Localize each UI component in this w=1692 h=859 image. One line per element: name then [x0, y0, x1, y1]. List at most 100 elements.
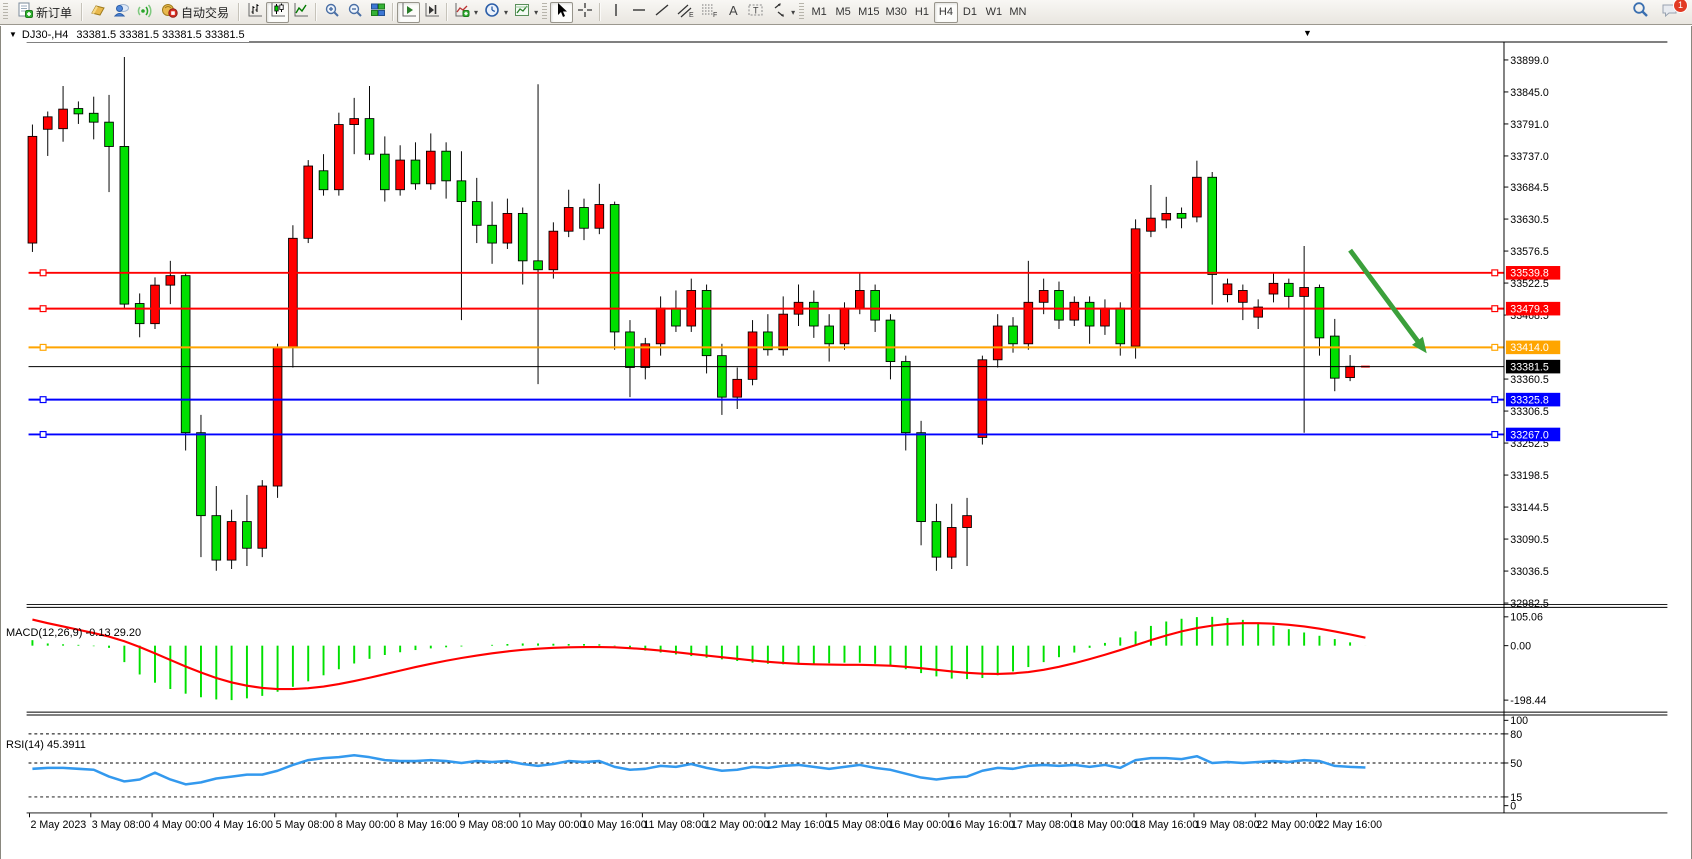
toolbar-grip[interactable]: [3, 3, 8, 21]
trend-arrow-annotation[interactable]: [1348, 248, 1427, 354]
candle-up: [1222, 283, 1233, 296]
svg-text:4 May 16:00: 4 May 16:00: [214, 819, 273, 831]
search-button[interactable]: [1629, 2, 1652, 23]
templates-button[interactable]: ▾: [511, 2, 541, 23]
signals-button[interactable]: [132, 2, 155, 23]
hline-handle[interactable]: [39, 269, 47, 277]
hline-handle[interactable]: [1491, 396, 1499, 404]
crosshair-button[interactable]: [573, 2, 596, 23]
svg-text:33539.8: 33539.8: [1510, 268, 1549, 280]
zoom-in-button[interactable]: [320, 2, 343, 23]
candle-down: [1207, 176, 1218, 275]
hline-handle[interactable]: [39, 396, 47, 404]
line-chart-button[interactable]: [289, 2, 312, 23]
svg-text:8 May 16:00: 8 May 16:00: [398, 819, 457, 831]
hline-handle[interactable]: [1491, 430, 1499, 438]
timeframe-button-m5[interactable]: M5: [835, 6, 851, 18]
hline-handle[interactable]: [1491, 269, 1499, 277]
timeframe-button-w1[interactable]: W1: [985, 6, 1003, 18]
crosshair-icon: [577, 2, 593, 23]
hline-33479.3[interactable]: 33479.3: [28, 301, 1561, 316]
svg-text:33845.0: 33845.0: [1510, 87, 1549, 99]
periods-button[interactable]: ▾: [481, 2, 511, 23]
separator: [392, 3, 395, 21]
chart-shift-button[interactable]: [420, 2, 443, 23]
chart-plot-area[interactable]: [26, 26, 1668, 834]
periods-clock-icon: [484, 2, 500, 23]
candle-up: [303, 165, 314, 239]
autotrading-icon: [161, 2, 178, 23]
time-axis[interactable]: 2 May 2023 3 May 08:00 4 May 00:00 4 May 16…: [29, 813, 1383, 831]
chat-button[interactable]: 1: [1658, 0, 1688, 23]
timeframe-button-h1[interactable]: H1: [914, 6, 929, 18]
candle-down: [763, 331, 773, 351]
chart-title: ▼ DJ30-,H4 33381.5 33381.5 33381.5 33381…: [5, 27, 249, 42]
rsi-title: RSI(14): [6, 739, 44, 751]
chart-canvas[interactable]: 33899.0 33845.0 33791.0 33737.0 33684.5 33630…: [1, 26, 1692, 859]
trendline-button[interactable]: [650, 2, 673, 23]
channel-button[interactable]: E: [673, 2, 697, 23]
svg-text:18 May 00:00: 18 May 00:00: [1072, 819, 1137, 831]
text-button[interactable]: A: [721, 2, 744, 23]
svg-text:33791.0: 33791.0: [1510, 119, 1549, 131]
svg-text:33684.5: 33684.5: [1510, 182, 1549, 194]
text-icon: A: [725, 2, 741, 23]
candle-down: [916, 432, 926, 523]
macd-indicator-label: MACD(12,26,9) -0.13 29.20: [6, 627, 141, 639]
indicators-button[interactable]: ▾: [451, 2, 481, 23]
horizontal-line-button[interactable]: [627, 2, 650, 23]
candle-down: [885, 319, 896, 363]
hline-handle[interactable]: [39, 343, 47, 351]
timeframe-button-d1[interactable]: D1: [962, 6, 977, 18]
hline-handle[interactable]: [1491, 343, 1499, 351]
rsi-panel: 100 80 50 150: [28, 715, 1528, 813]
autotrading-button[interactable]: 自动交易: [155, 2, 235, 23]
hline-handle[interactable]: [39, 430, 47, 438]
one-click-trading-toggle-icon[interactable]: ▼: [9, 30, 17, 39]
arrows-icon: [771, 2, 787, 23]
bar-chart-button[interactable]: [243, 2, 266, 23]
new-order-button[interactable]: 新订单: [11, 2, 78, 23]
chart-shift-marker[interactable]: ▼: [1303, 28, 1312, 38]
svg-text:33325.8: 33325.8: [1510, 394, 1549, 406]
notification-badge: 1: [1673, 0, 1688, 13]
timeframe-button-h4[interactable]: H4: [933, 1, 958, 23]
timeframe-button-mn[interactable]: MN: [1009, 6, 1027, 18]
arrows-button[interactable]: ▾: [768, 2, 798, 23]
candle-up: [747, 331, 758, 380]
zoom-out-button[interactable]: [343, 2, 366, 23]
label-button[interactable]: T: [744, 2, 768, 23]
autoscroll-button[interactable]: [397, 1, 421, 23]
cursor-button[interactable]: [550, 1, 574, 23]
candle-down: [242, 521, 252, 549]
vertical-line-button[interactable]: [604, 2, 627, 23]
rsi-line: [32, 753, 1366, 786]
hline-33539.8[interactable]: 33539.8: [28, 266, 1561, 280]
hline-handle[interactable]: [1491, 305, 1499, 313]
hline-handle[interactable]: [39, 305, 47, 313]
candle-up: [27, 135, 38, 244]
candle-down: [1008, 325, 1018, 345]
svg-text:16 May 00:00: 16 May 00:00: [889, 819, 954, 831]
candlestick-button[interactable]: [266, 1, 290, 23]
timeframe-button-m1[interactable]: M1: [811, 6, 827, 18]
profile-button[interactable]: [86, 2, 109, 23]
tile-windows-button[interactable]: [366, 2, 389, 23]
candle-down: [809, 301, 819, 327]
hline-33414.0[interactable]: 33414.0: [28, 340, 1561, 355]
toolbar-grip[interactable]: [542, 3, 548, 21]
candle-down: [1054, 290, 1064, 321]
toolbar-grip[interactable]: [799, 3, 805, 21]
timeframe-button-m30[interactable]: M30: [885, 6, 907, 18]
chart-symbol-period: DJ30-,H4: [21, 28, 69, 41]
timeframe-button-m15[interactable]: M15: [858, 6, 880, 18]
hline-33325.8[interactable]: 33325.8: [28, 392, 1561, 407]
svg-text:33144.5: 33144.5: [1510, 502, 1549, 514]
hline-33267.0[interactable]: 33267.0: [28, 427, 1561, 442]
community-button[interactable]: [109, 2, 132, 23]
svg-text:12 May 00:00: 12 May 00:00: [705, 819, 770, 831]
svg-text:0: 0: [1510, 801, 1516, 813]
panel-borders: [26, 41, 1668, 814]
fibonacci-button[interactable]: F: [697, 2, 721, 23]
new-order-icon: [17, 2, 33, 23]
